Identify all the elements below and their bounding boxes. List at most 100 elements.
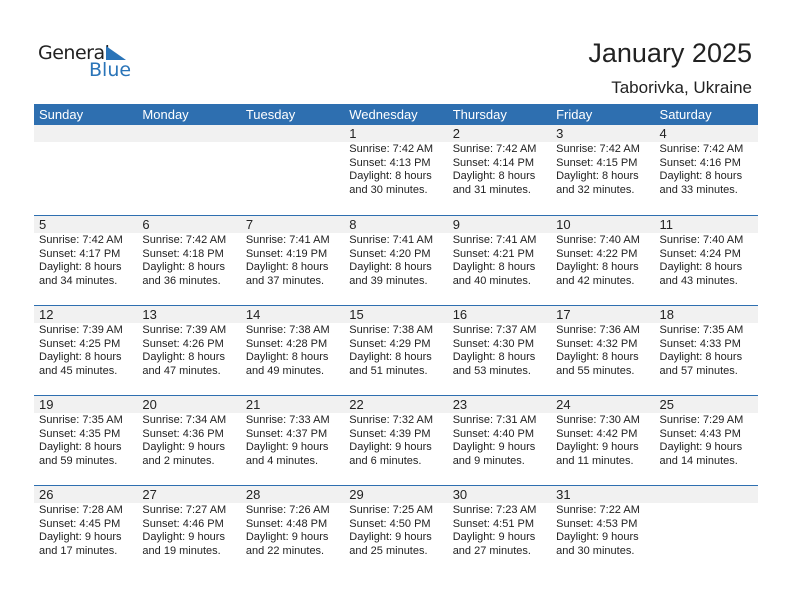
empty-cell [137,125,240,215]
logo-general: General [38,42,110,64]
day-number: 11 [659,217,674,232]
sunset: Sunset: 4:15 PM [556,156,638,169]
day-cell: 31 Sunrise: 7:22 AM Sunset: 4:53 PM Dayl… [551,486,654,575]
day-cell: 5 Sunrise: 7:42 AM Sunset: 4:17 PM Dayli… [34,216,137,305]
day-number: 25 [659,397,674,412]
sunrise: Sunrise: 7:42 AM [349,143,434,155]
day-cell: 21 Sunrise: 7:33 AM Sunset: 4:37 PM Dayl… [241,396,344,485]
sunrise: Sunrise: 7:25 AM [349,504,434,516]
day-number: 31 [556,487,571,502]
day-info: Sunrise: 7:41 AM Sunset: 4:21 PM Dayligh… [453,234,551,288]
day-number: 23 [452,397,468,412]
sunset: Sunset: 4:25 PM [39,337,121,350]
day-number: 15 [349,307,364,322]
sunrise: Sunrise: 7:35 AM [659,324,744,336]
daylight-minutes: and 32 minutes. [556,183,635,196]
sunset: Sunset: 4:36 PM [142,427,224,440]
day-info: Sunrise: 7:42 AM Sunset: 4:15 PM Dayligh… [556,143,654,197]
daylight: Daylight: 8 hours [245,351,329,363]
daylight: Daylight: 9 hours [245,441,329,453]
day-info: Sunrise: 7:30 AM Sunset: 4:42 PM Dayligh… [556,414,654,468]
day-info: Sunrise: 7:33 AM Sunset: 4:37 PM Dayligh… [246,414,344,468]
sunset: Sunset: 4:18 PM [142,247,224,260]
week-row: 19 Sunrise: 7:35 AM Sunset: 4:35 PM Dayl… [34,395,758,485]
day-number: 7 [245,217,254,232]
sunrise: Sunrise: 7:26 AM [245,504,330,516]
weekday-saturday: Saturday [659,107,712,122]
daylight-minutes: and 51 minutes. [349,364,428,377]
weekday-tuesday: Tuesday [245,107,296,122]
day-cell: 20 Sunrise: 7:34 AM Sunset: 4:36 PM Dayl… [137,396,240,485]
day-cell: 25 Sunrise: 7:29 AM Sunset: 4:43 PM Dayl… [655,396,758,485]
sunrise: Sunrise: 7:38 AM [245,324,330,336]
sunrise: Sunrise: 7:30 AM [556,414,640,426]
sunset: Sunset: 4:50 PM [349,517,431,530]
day-number: 27 [142,487,157,502]
sunset: Sunset: 4:43 PM [659,427,741,440]
day-number: 18 [659,307,674,322]
sunrise: Sunrise: 7:32 AM [349,414,434,426]
day-number: 9 [452,217,460,232]
day-info: Sunrise: 7:40 AM Sunset: 4:24 PM Dayligh… [660,234,758,288]
day-info: Sunrise: 7:34 AM Sunset: 4:36 PM Dayligh… [142,414,240,468]
sunrise: Sunrise: 7:42 AM [659,143,744,155]
daylight-minutes: and 22 minutes. [245,544,325,557]
sunset: Sunset: 4:42 PM [556,427,638,440]
day-cell: 1 Sunrise: 7:42 AM Sunset: 4:13 PM Dayli… [344,125,447,215]
day-info: Sunrise: 7:39 AM Sunset: 4:25 PM Dayligh… [39,324,137,378]
day-info: Sunrise: 7:37 AM Sunset: 4:30 PM Dayligh… [453,324,551,378]
daylight: Daylight: 9 hours [349,441,432,453]
empty-cell [241,125,344,215]
daylight: Daylight: 8 hours [556,351,639,363]
daylight-minutes: and 6 minutes. [349,454,422,467]
sunset: Sunset: 4:22 PM [556,247,638,260]
day-cell: 4 Sunrise: 7:42 AM Sunset: 4:16 PM Dayli… [655,125,758,215]
day-cell: 26 Sunrise: 7:28 AM Sunset: 4:45 PM Dayl… [34,486,137,575]
day-number: 12 [39,307,54,322]
sunset: Sunset: 4:37 PM [245,427,328,440]
sunrise: Sunrise: 7:39 AM [142,324,227,336]
day-cell: 12 Sunrise: 7:39 AM Sunset: 4:25 PM Dayl… [34,306,137,395]
sunrise: Sunrise: 7:40 AM [556,234,640,246]
daylight-minutes: and 36 minutes. [142,274,221,287]
sunrise: Sunrise: 7:23 AM [452,504,537,516]
day-cell: 7 Sunrise: 7:41 AM Sunset: 4:19 PM Dayli… [241,216,344,305]
daylight-minutes: and 43 minutes. [659,274,738,287]
day-number: 26 [39,487,54,502]
weekday-thursday: Thursday [452,107,507,122]
daylight: Daylight: 9 hours [245,531,329,543]
sunset: Sunset: 4:24 PM [659,247,741,260]
weekday-sunday: Sunday [39,107,84,122]
sunset: Sunset: 4:48 PM [245,517,328,530]
day-info: Sunrise: 7:38 AM Sunset: 4:29 PM Dayligh… [349,324,447,378]
day-cell: 15 Sunrise: 7:38 AM Sunset: 4:29 PM Dayl… [344,306,447,395]
daylight-minutes: and 39 minutes. [349,274,428,287]
day-info: Sunrise: 7:36 AM Sunset: 4:32 PM Dayligh… [556,324,654,378]
sunset: Sunset: 4:30 PM [452,337,535,350]
daylight: Daylight: 8 hours [245,261,329,273]
daylight-minutes: and 34 minutes. [39,274,118,287]
sunrise: Sunrise: 7:40 AM [659,234,744,246]
day-info: Sunrise: 7:23 AM Sunset: 4:51 PM Dayligh… [453,504,551,558]
day-number: 6 [142,217,150,232]
daylight: Daylight: 8 hours [142,351,225,363]
sunset: Sunset: 4:17 PM [39,247,121,260]
daylight: Daylight: 9 hours [142,531,225,543]
sunrise: Sunrise: 7:27 AM [142,504,227,516]
location: Taborivka, Ukraine [611,78,752,97]
day-info: Sunrise: 7:41 AM Sunset: 4:20 PM Dayligh… [349,234,447,288]
day-info: Sunrise: 7:42 AM Sunset: 4:14 PM Dayligh… [453,143,551,197]
daylight: Daylight: 9 hours [556,441,639,453]
sunrise: Sunrise: 7:42 AM [452,143,537,155]
daylight: Daylight: 8 hours [349,261,432,273]
day-info: Sunrise: 7:29 AM Sunset: 4:43 PM Dayligh… [660,414,758,468]
daylight: Daylight: 8 hours [659,351,743,363]
sunset: Sunset: 4:21 PM [452,247,535,260]
day-cell: 29 Sunrise: 7:25 AM Sunset: 4:50 PM Dayl… [344,486,447,575]
day-cell: 9 Sunrise: 7:41 AM Sunset: 4:21 PM Dayli… [448,216,551,305]
day-cell: 17 Sunrise: 7:36 AM Sunset: 4:32 PM Dayl… [551,306,654,395]
sunrise: Sunrise: 7:41 AM [349,234,434,246]
sunrise: Sunrise: 7:42 AM [39,234,123,246]
day-info: Sunrise: 7:35 AM Sunset: 4:33 PM Dayligh… [660,324,758,378]
daylight-minutes: and 40 minutes. [452,274,531,287]
